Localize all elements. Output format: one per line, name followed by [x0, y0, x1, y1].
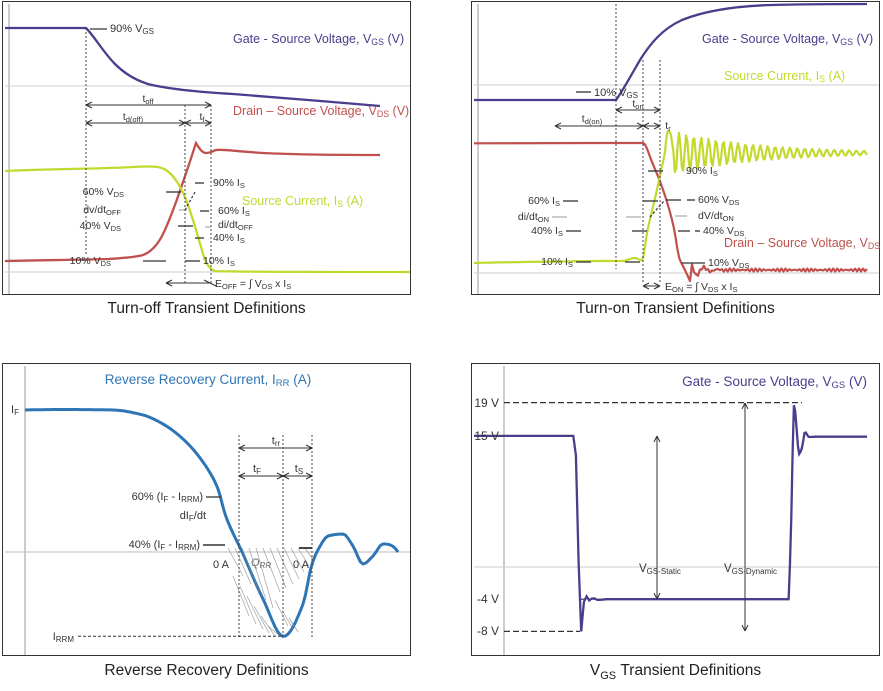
- svg-text:90% IS: 90% IS: [213, 177, 245, 190]
- svg-text:10% IS: 10% IS: [203, 255, 235, 268]
- svg-text:0 A: 0 A: [213, 559, 230, 571]
- svg-text:dv/dtOFF: dv/dtOFF: [83, 204, 121, 217]
- svg-text:IF: IF: [11, 404, 19, 417]
- svg-text:VGS-Dynamic: VGS-Dynamic: [724, 563, 777, 576]
- svg-text:Drain – Source Voltage, VDS (V: Drain – Source Voltage, VDS (V): [233, 104, 409, 119]
- svg-text:Gate - Source Voltage, VGS (V): Gate - Source Voltage, VGS (V): [233, 32, 404, 47]
- svg-text:90% IS: 90% IS: [686, 165, 718, 178]
- svg-text:td(off): td(off): [123, 111, 144, 124]
- svg-text:QRR: QRR: [251, 557, 271, 570]
- svg-text:dIF/dt: dIF/dt: [180, 510, 206, 523]
- svg-text:EON = ∫ VDS x IS: EON = ∫ VDS x IS: [665, 281, 737, 294]
- svg-text:tr: tr: [665, 120, 671, 133]
- svg-text:40% VDS: 40% VDS: [80, 220, 121, 233]
- svg-text:tF: tF: [253, 463, 261, 476]
- svg-text:-8 V: -8 V: [477, 624, 499, 638]
- svg-text:Source Current, IS (A): Source Current, IS (A): [724, 69, 845, 84]
- svg-text:60% (IF - IRRM): 60% (IF - IRRM): [132, 491, 203, 504]
- svg-text:40% IS: 40% IS: [213, 232, 245, 245]
- svg-text:Gate - Source Voltage, VGS (V): Gate - Source Voltage, VGS (V): [682, 374, 867, 391]
- svg-text:IRRM: IRRM: [53, 631, 75, 644]
- svg-text:toff: toff: [142, 93, 154, 106]
- svg-text:15 V: 15 V: [474, 429, 499, 443]
- svg-text:VGS-Static: VGS-Static: [639, 563, 681, 576]
- svg-text:di/dtOFF: di/dtOFF: [218, 219, 253, 232]
- svg-text:40% IS: 40% IS: [531, 225, 563, 238]
- svg-text:dV/dtON: dV/dtON: [698, 210, 734, 223]
- svg-text:Reverse Recovery Current, IRR: Reverse Recovery Current, IRR (A): [105, 372, 312, 389]
- svg-text:40% (IF - IRRM): 40% (IF - IRRM): [129, 539, 200, 552]
- svg-text:10% IS: 10% IS: [541, 256, 573, 269]
- svg-text:10% VDS: 10% VDS: [70, 255, 111, 268]
- svg-text:Gate - Source Voltage, VGS (V): Gate - Source Voltage, VGS (V): [702, 32, 873, 47]
- svg-text:-4 V: -4 V: [477, 592, 499, 606]
- svg-text:tS: tS: [295, 463, 303, 476]
- svg-text:19 V: 19 V: [474, 396, 499, 410]
- svg-text:0 A: 0 A: [293, 559, 310, 571]
- svg-text:tf: tf: [199, 111, 205, 124]
- svg-text:Source Current, IS (A): Source Current, IS (A): [242, 194, 363, 209]
- svg-text:10% VDS: 10% VDS: [708, 257, 749, 270]
- svg-text:trr: trr: [272, 435, 281, 448]
- svg-text:60% VDS: 60% VDS: [83, 186, 124, 199]
- svg-text:60% IS: 60% IS: [528, 195, 560, 208]
- svg-text:60% VDS: 60% VDS: [698, 194, 739, 207]
- svg-text:di/dtON: di/dtON: [518, 211, 549, 224]
- svg-text:10% VGS: 10% VGS: [594, 87, 638, 100]
- svg-text:Drain – Source Voltage, VDS (V: Drain – Source Voltage, VDS (V): [724, 236, 881, 251]
- svg-text:EOFF = ∫ VDS x IS: EOFF = ∫ VDS x IS: [215, 278, 291, 291]
- svg-text:90% VGS: 90% VGS: [110, 23, 154, 36]
- svg-text:td(on): td(on): [582, 113, 603, 126]
